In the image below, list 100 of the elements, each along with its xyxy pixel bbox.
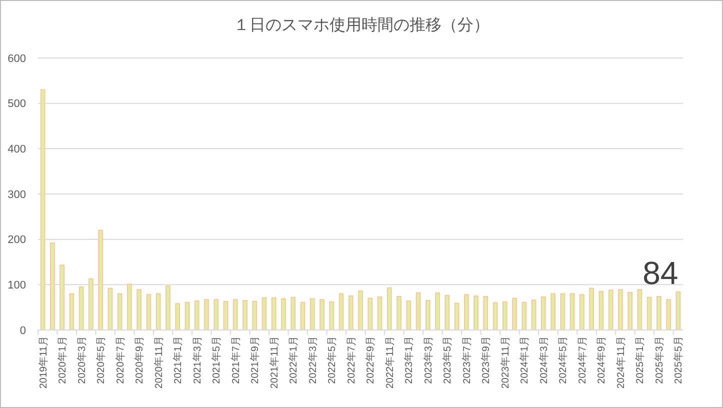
x-tick-label: 2023年7月	[460, 336, 473, 384]
bar	[444, 295, 450, 330]
x-tick-label: 2024年7月	[576, 336, 588, 384]
bar	[589, 288, 594, 330]
y-tick-label: 500	[8, 98, 26, 110]
x-tick-label: 2021年7月	[230, 336, 242, 384]
y-tick-label: 400	[8, 144, 26, 156]
bar	[570, 293, 575, 330]
bar	[338, 293, 344, 330]
x-tick-label: 2024年11月	[614, 336, 627, 389]
x-tick-label: 2021年11月	[268, 336, 280, 389]
bar	[540, 296, 546, 330]
bar	[146, 294, 152, 330]
bar	[252, 300, 258, 330]
x-tick-label: 2022年3月	[306, 336, 319, 384]
bar	[666, 299, 671, 330]
bar	[550, 293, 556, 330]
x-tick-label: 2025年3月	[653, 336, 666, 384]
x-tick-label: 2022年11月	[384, 336, 396, 389]
bar	[78, 286, 84, 330]
bar	[522, 302, 527, 330]
bar	[406, 300, 412, 330]
x-tick-label: 2020年3月	[76, 336, 88, 384]
bar	[474, 296, 478, 330]
bar	[396, 296, 402, 330]
bar	[88, 278, 94, 330]
x-tick-label: 2020年5月	[95, 336, 108, 384]
bar	[271, 297, 276, 330]
bar	[464, 294, 469, 330]
bar	[50, 242, 55, 330]
bar	[98, 230, 103, 330]
bar	[290, 296, 296, 330]
bar	[358, 290, 363, 330]
x-tick-label: 2022年9月	[364, 336, 377, 384]
bar	[232, 299, 238, 330]
bar	[117, 293, 122, 330]
bar	[127, 284, 132, 330]
x-tick-label: 2023年3月	[422, 336, 434, 384]
bar	[531, 300, 536, 330]
bar	[386, 287, 392, 330]
bar	[646, 296, 652, 330]
x-tick-label: 2021年3月	[191, 336, 204, 384]
bar	[60, 264, 64, 330]
bar	[368, 298, 373, 330]
y-tick-label: 200	[8, 234, 26, 246]
data-label: 84	[642, 254, 678, 291]
bar	[156, 293, 161, 330]
bar	[637, 289, 642, 330]
y-tick-label: 300	[8, 188, 26, 201]
bar	[676, 291, 681, 330]
x-tick-label: 2022年7月	[345, 336, 358, 384]
bar	[329, 301, 334, 330]
x-tick-label: 2023年5月	[442, 336, 454, 384]
bar	[184, 302, 190, 330]
x-tick-label: 2024年1月	[518, 336, 531, 384]
x-tick-label: 2019年11月	[37, 336, 50, 389]
bar	[310, 298, 315, 330]
bar	[166, 286, 170, 330]
bar	[214, 299, 219, 330]
bar	[512, 298, 517, 330]
x-tick-label: 2021年1月	[172, 336, 184, 384]
bar	[483, 296, 488, 330]
x-tick-label: 2024年3月	[538, 336, 550, 384]
bar	[204, 299, 209, 330]
x-tick-label: 2022年5月	[326, 336, 338, 384]
x-tick-label: 2020年7月	[114, 336, 126, 384]
bar	[300, 302, 306, 330]
x-tick-label: 2025年1月	[634, 336, 646, 384]
x-tick-label: 2021年9月	[249, 336, 262, 384]
x-tick-label: 2021年5月	[210, 336, 223, 384]
bar	[262, 297, 267, 330]
bar	[377, 296, 382, 330]
x-tick-label: 2022年1月	[288, 336, 300, 384]
bar	[136, 289, 142, 330]
bar	[579, 294, 584, 330]
bar	[416, 292, 421, 330]
bar	[320, 299, 324, 330]
bar	[435, 292, 440, 330]
x-tick-label: 2020年1月	[56, 336, 69, 384]
bar	[348, 296, 354, 330]
bar	[608, 290, 614, 330]
x-tick-label: 2024年5月	[557, 336, 570, 384]
bar	[618, 289, 623, 330]
bar	[598, 290, 604, 330]
bar	[69, 293, 74, 330]
x-tick-label: 2023年11月	[499, 336, 512, 389]
x-tick-label: 2020年9月	[134, 336, 146, 384]
x-tick-label: 2024年9月	[596, 336, 608, 384]
y-tick-label: 100	[8, 280, 26, 292]
bar	[560, 293, 566, 330]
bar	[281, 298, 286, 330]
x-tick-label: 2020年11月	[152, 336, 165, 389]
bar	[502, 301, 508, 330]
bar	[108, 288, 113, 330]
chart-title: １日のスマホ使用時間の推移（分）	[234, 16, 490, 34]
y-tick-label: 0	[20, 324, 26, 337]
bar	[194, 300, 200, 330]
bar	[175, 303, 180, 330]
x-tick-label: 2025年5月	[672, 336, 685, 384]
bar	[656, 296, 662, 330]
